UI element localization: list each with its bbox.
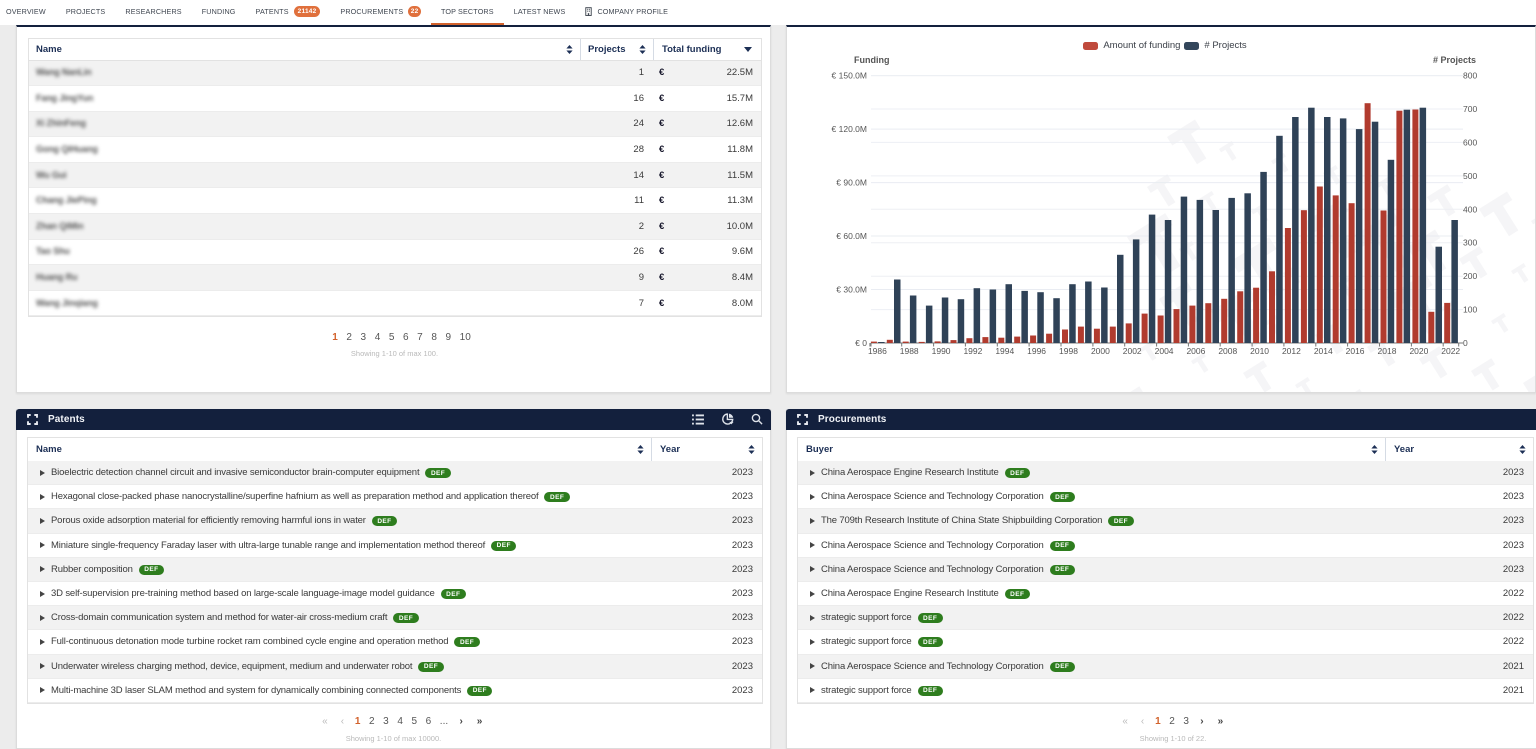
svg-text:€ 30.0M: € 30.0M: [836, 285, 867, 295]
svg-text:500: 500: [1463, 171, 1477, 181]
svg-text:1992: 1992: [963, 346, 982, 356]
svg-text:€ 120.0M: € 120.0M: [832, 124, 867, 134]
svg-text:2006: 2006: [1186, 346, 1205, 356]
svg-text:2018: 2018: [1378, 346, 1397, 356]
svg-text:300: 300: [1463, 238, 1477, 248]
svg-text:€ 90.0M: € 90.0M: [836, 178, 867, 188]
svg-text:2000: 2000: [1091, 346, 1110, 356]
svg-text:# Projects: # Projects: [1433, 55, 1476, 65]
svg-text:2008: 2008: [1218, 346, 1237, 356]
svg-text:1990: 1990: [932, 346, 951, 356]
svg-text:1988: 1988: [900, 346, 919, 356]
svg-text:200: 200: [1463, 271, 1477, 281]
svg-text:2012: 2012: [1282, 346, 1301, 356]
svg-text:2022: 2022: [1441, 346, 1460, 356]
svg-text:2002: 2002: [1123, 346, 1142, 356]
svg-text:2004: 2004: [1155, 346, 1174, 356]
svg-text:€ 0: € 0: [855, 338, 867, 348]
svg-text:2016: 2016: [1346, 346, 1365, 356]
svg-text:1996: 1996: [1027, 346, 1046, 356]
svg-text:600: 600: [1463, 137, 1477, 147]
svg-text:Funding: Funding: [854, 55, 890, 65]
svg-text:700: 700: [1463, 104, 1477, 114]
svg-text:€ 60.0M: € 60.0M: [836, 231, 867, 241]
svg-text:2010: 2010: [1250, 346, 1269, 356]
svg-text:400: 400: [1463, 204, 1477, 214]
svg-text:1986: 1986: [868, 346, 887, 356]
svg-text:1994: 1994: [995, 346, 1014, 356]
svg-text:€ 150.0M: € 150.0M: [832, 71, 867, 81]
svg-text:800: 800: [1463, 71, 1477, 81]
svg-text:1998: 1998: [1059, 346, 1078, 356]
svg-text:0: 0: [1463, 338, 1468, 348]
svg-text:100: 100: [1463, 305, 1477, 315]
svg-text:2014: 2014: [1314, 346, 1333, 356]
svg-text:2020: 2020: [1409, 346, 1428, 356]
